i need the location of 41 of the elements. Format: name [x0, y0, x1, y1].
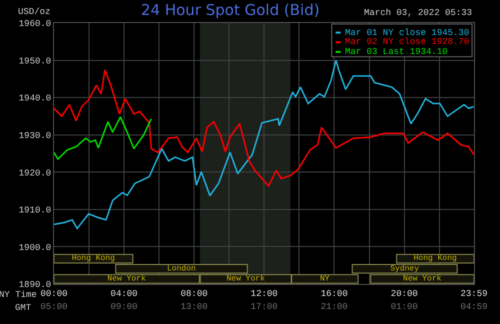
line-series — [54, 60, 474, 230]
x2-tick-label: 21:00 — [320, 302, 348, 312]
x-tick-label: 04:00 — [110, 288, 138, 299]
y-tick-label: 1890.0 — [18, 280, 52, 290]
chart-title: 24 Hour Spot Gold (Bid) — [141, 1, 320, 19]
legend-label: Mar 02 NY close 1928.70 — [345, 37, 470, 47]
x2-tick-label: 09:00 — [110, 302, 138, 312]
x2-tick-label: 01:00 — [390, 302, 418, 312]
x2-tick-label: 05:00 — [40, 302, 68, 312]
x-tick-label: 12:00 — [250, 288, 278, 299]
y-tick-label: 1940.0 — [18, 94, 52, 104]
legend-label: Mar 01 NY close 1945.30 — [345, 28, 470, 38]
y-tick-label: 1930.0 — [18, 131, 52, 142]
data-label: London — [167, 264, 196, 274]
chart-subtitle: March 03, 2022 05:33 — [364, 8, 472, 18]
x-tick-label: 23:59 — [460, 288, 488, 299]
x2-tick-label: 04:59 — [460, 302, 488, 312]
y-tick-label: 1960.0 — [18, 19, 52, 30]
x-tick-label: 16:00 — [320, 288, 348, 299]
line-series — [54, 116, 152, 160]
legend-label: Mar 03 Last 1934.10 — [345, 47, 448, 57]
data-label: NY — [320, 274, 330, 284]
data-label: New York — [107, 274, 146, 284]
x2-axis-title: GMT — [15, 303, 32, 313]
data-label: Hong Kong — [72, 254, 116, 264]
x-tick-label: 00:00 — [40, 288, 68, 299]
x2-tick-label: 13:00 — [180, 302, 208, 312]
x-tick-label: 20:00 — [390, 288, 418, 299]
x-tick-label: 08:00 — [180, 288, 208, 299]
data-label: New York — [403, 274, 442, 284]
data-label: Hong Kong — [414, 254, 457, 264]
y-tick-label: 1920.0 — [18, 168, 52, 178]
y-tick-label: 1900.0 — [18, 242, 52, 253]
y-tick-label: 1910.0 — [18, 206, 52, 216]
data-label: Sydney — [390, 264, 420, 274]
line-series — [54, 69, 474, 187]
y-tick-label: 1950.0 — [18, 56, 52, 66]
x2-tick-label: 17:00 — [250, 302, 278, 312]
data-label: New York — [226, 274, 266, 284]
y-axis-title: USD/oz — [18, 7, 50, 17]
x-axis-title: NY Time — [0, 290, 37, 300]
